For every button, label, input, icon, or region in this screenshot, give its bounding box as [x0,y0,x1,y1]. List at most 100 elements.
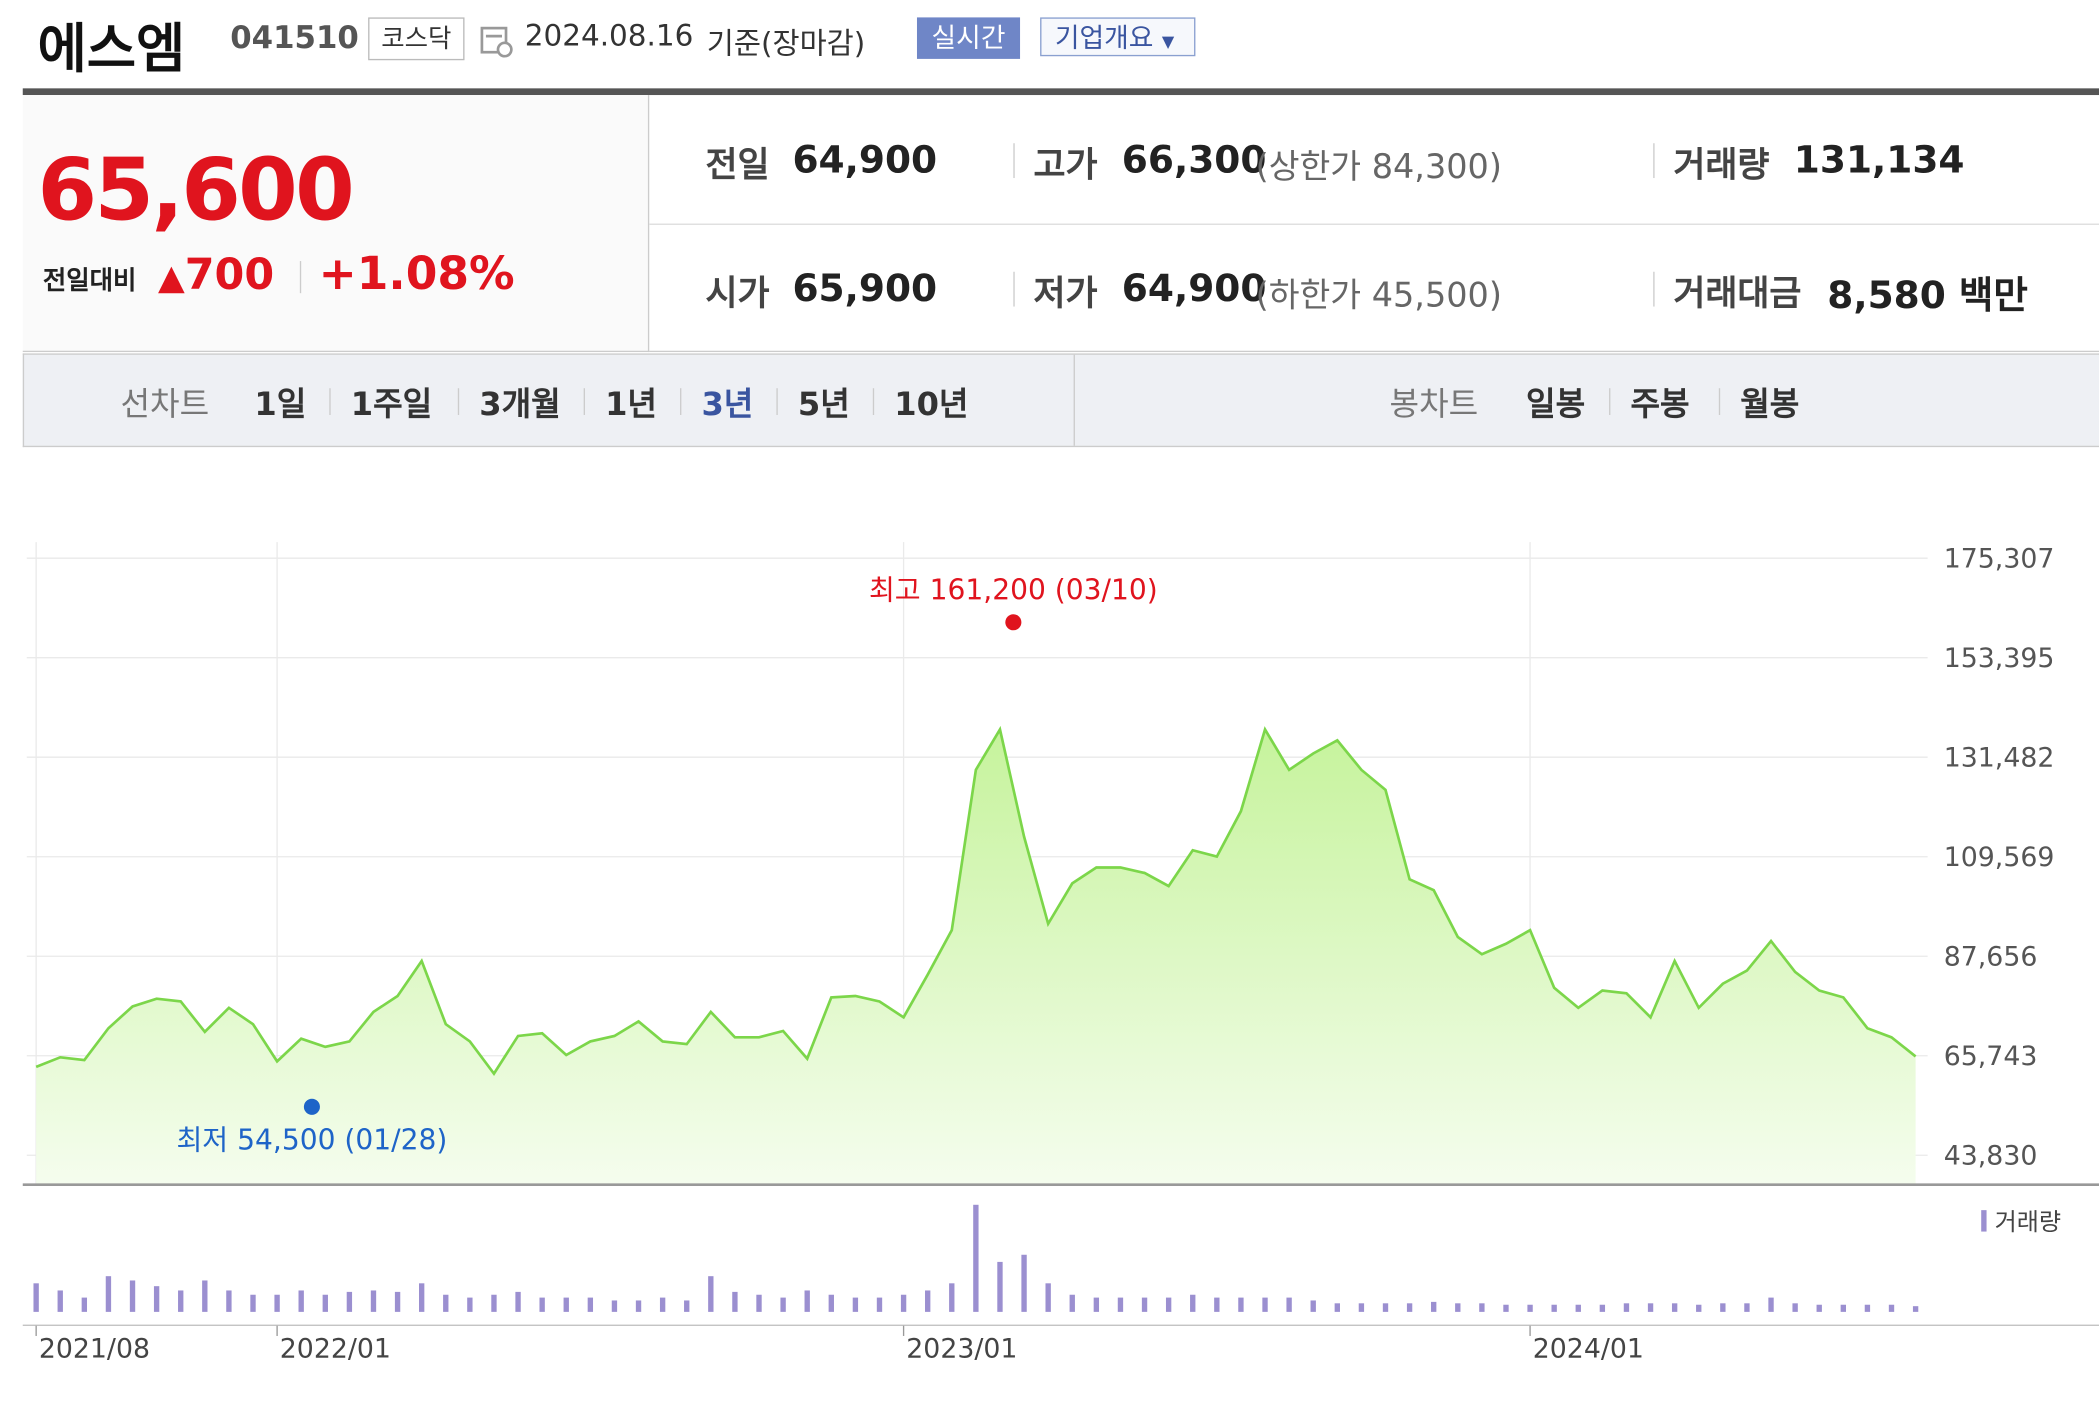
tab-separator [680,388,682,415]
volume-bar [322,1294,328,1312]
realtime-button[interactable]: 실시간 [916,17,1021,59]
volume-bar [563,1297,569,1312]
change-value: ▲700 [157,248,275,300]
period-tab[interactable]: 3년 [701,385,754,424]
volume-bar [1455,1303,1461,1312]
extreme-date: (01/28) [344,1124,447,1157]
volume-bar [1334,1303,1340,1312]
tab-divider [1073,354,1075,446]
calendar-icon [480,26,513,58]
volume-bar [635,1300,642,1312]
overview-button[interactable]: 기업개요 ▼ [1040,17,1196,57]
volume-bar [1671,1303,1678,1312]
volume-bar [1117,1297,1124,1312]
volume-bar [949,1283,955,1312]
stat-value: 131,134 [1793,137,1965,183]
volume-bar [105,1276,112,1312]
current-price: 65,600 [37,141,354,241]
volume-bar [1045,1283,1051,1312]
volume-bar [1599,1304,1606,1312]
tab-separator [872,388,875,415]
volume-bar [1479,1303,1485,1312]
volume-bar [418,1283,425,1312]
volume-bar [1527,1304,1533,1312]
volume-bar [1382,1303,1389,1312]
candle-tab[interactable]: 월봉 [1740,385,1800,424]
volume-bar [1214,1297,1220,1312]
volume-bar [1310,1300,1316,1312]
price-line [35,725,1917,1077]
volume-bar [1286,1297,1292,1312]
tab-separator [1718,388,1721,415]
volume-bar [780,1297,786,1312]
volume-bar [1840,1304,1846,1312]
volume-bar [539,1297,545,1312]
volume-bar [346,1291,353,1312]
tab-separator [329,388,331,415]
volume-bar [1744,1303,1750,1312]
volume-bar [33,1283,39,1312]
extreme-label: 최고 [869,574,921,607]
volume-bar [129,1280,136,1312]
stat-label: 고가 [1033,145,1098,187]
candle-tab[interactable]: 주봉 [1630,385,1690,424]
period-tab[interactable]: 1년 [605,385,657,424]
volume-bar [298,1290,304,1312]
stat-label: 전일 [705,145,770,187]
stat-value: 64,900 [1121,266,1267,311]
y-tick-label: 109,569 [1944,842,2055,873]
market-badge: 코스닥 [368,17,465,61]
volume-bar [611,1300,618,1312]
volume-bar [684,1300,690,1312]
y-tick-label: 65,743 [1944,1041,2038,1072]
price-panel [22,95,650,353]
volume-bar [443,1294,449,1312]
tab-separator [776,388,778,415]
volume-bar [153,1286,160,1312]
header-rule [22,88,2099,96]
extreme-dot [303,1098,320,1115]
separator [1013,271,1015,307]
quote-date: 2024.08.16 [524,20,694,54]
legend-swatch [1981,1210,1987,1232]
volume-bar [1696,1304,1702,1312]
volume-bar [81,1297,88,1312]
price-area [36,729,1916,1185]
volume-bar [250,1294,256,1312]
extreme-dot [1005,614,1022,631]
y-tick-label: 175,307 [1944,544,2055,575]
overview-label: 기업개요 [1054,21,1154,54]
extreme-value-label: 54,500 [237,1124,335,1157]
volume-bar [1431,1301,1437,1312]
legend-label: 거래량 [1995,1208,2061,1236]
volume-bar [515,1291,521,1312]
period-tab[interactable]: 1일 [254,385,307,424]
volume-bar [1165,1297,1172,1312]
period-tab[interactable]: 3개월 [479,385,561,424]
volume-bar [1021,1254,1027,1312]
volume-bar [876,1297,883,1312]
tab-separator [457,388,460,415]
volume-bar [756,1294,762,1312]
candle-tab[interactable]: 일봉 [1526,385,1586,424]
extreme-label: 최저 [176,1124,228,1157]
volume-bar [1551,1304,1557,1312]
volume-bar [1792,1303,1798,1312]
volume-bar [804,1290,810,1312]
x-tick-label: 2021/08 [39,1333,150,1364]
period-tab[interactable]: 1주일 [350,385,433,424]
stat-value: 64,900 [792,137,938,183]
volume-bar [1575,1304,1581,1312]
volume-bar [732,1291,738,1312]
extreme-value-label: 161,200 [930,574,1046,607]
volume-bar [1093,1297,1100,1312]
stats-divider [649,223,2099,225]
stat-value: 66,300 [1121,137,1267,183]
x-tick-label: 2023/01 [906,1333,1017,1364]
period-tab[interactable]: 10년 [894,385,969,424]
x-tick-label: 2024/01 [1533,1333,1644,1364]
period-tab[interactable]: 5년 [797,385,850,424]
extreme-label: 최고 161,200 (03/10) [869,574,1158,607]
